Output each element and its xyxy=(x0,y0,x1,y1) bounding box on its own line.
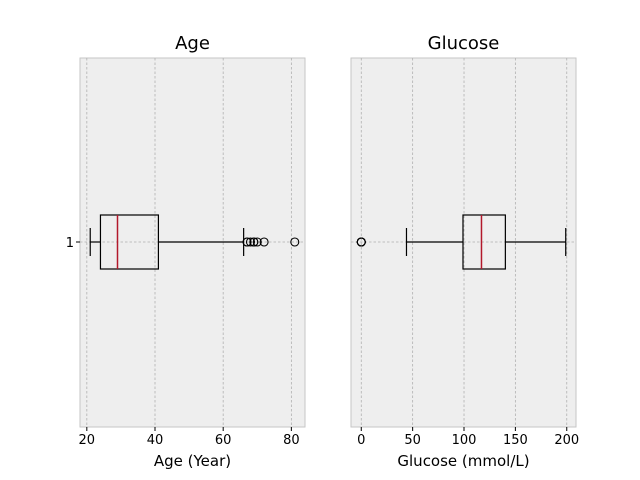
age-x-axis-label: Age (Year) xyxy=(154,452,231,470)
age-box-layer xyxy=(89,214,300,270)
age-x-tick-label-3: 80 xyxy=(283,433,300,448)
age-x-tick-label-2: 60 xyxy=(215,433,232,448)
glucose-x-tick-label-3: 150 xyxy=(503,433,528,448)
glucose-x-tick-label-2: 100 xyxy=(452,433,477,448)
age-y-tick-label: 1 xyxy=(66,236,74,251)
age-flier-1 xyxy=(242,237,252,247)
age-flier-4 xyxy=(249,237,259,247)
glucose-x-tick-label-1: 50 xyxy=(404,433,421,448)
glucose-x-tick-label-4: 200 xyxy=(554,433,579,448)
glucose-box-layer xyxy=(356,214,567,270)
glucose-boxplot-panel: 0 50 100 150 200 Glucose Glucose (mmol/L) xyxy=(350,33,579,470)
age-boxplot-panel: 20 40 60 80 Age Age (Year) 1 xyxy=(66,33,306,470)
glucose-x-axis-label: Glucose (mmol/L) xyxy=(397,452,529,470)
age-x-ticks: 20 40 60 80 xyxy=(79,427,300,448)
age-x-tick-label-1: 40 xyxy=(147,433,164,448)
glucose-x-ticks: 0 50 100 150 200 xyxy=(357,427,579,448)
age-x-tick-label-0: 20 xyxy=(79,433,96,448)
glucose-iqr-box xyxy=(462,214,506,270)
glucose-flier-4 xyxy=(356,237,366,247)
age-flier-6 xyxy=(259,237,269,247)
age-flier-5 xyxy=(252,237,262,247)
age-flier-7 xyxy=(290,237,300,247)
glucose-chart-title: Glucose xyxy=(428,33,500,54)
glucose-x-tick-label-0: 0 xyxy=(357,433,365,448)
age-chart-title: Age xyxy=(175,33,210,54)
age-flier-2 xyxy=(245,237,256,247)
age-iqr-box xyxy=(99,214,160,270)
